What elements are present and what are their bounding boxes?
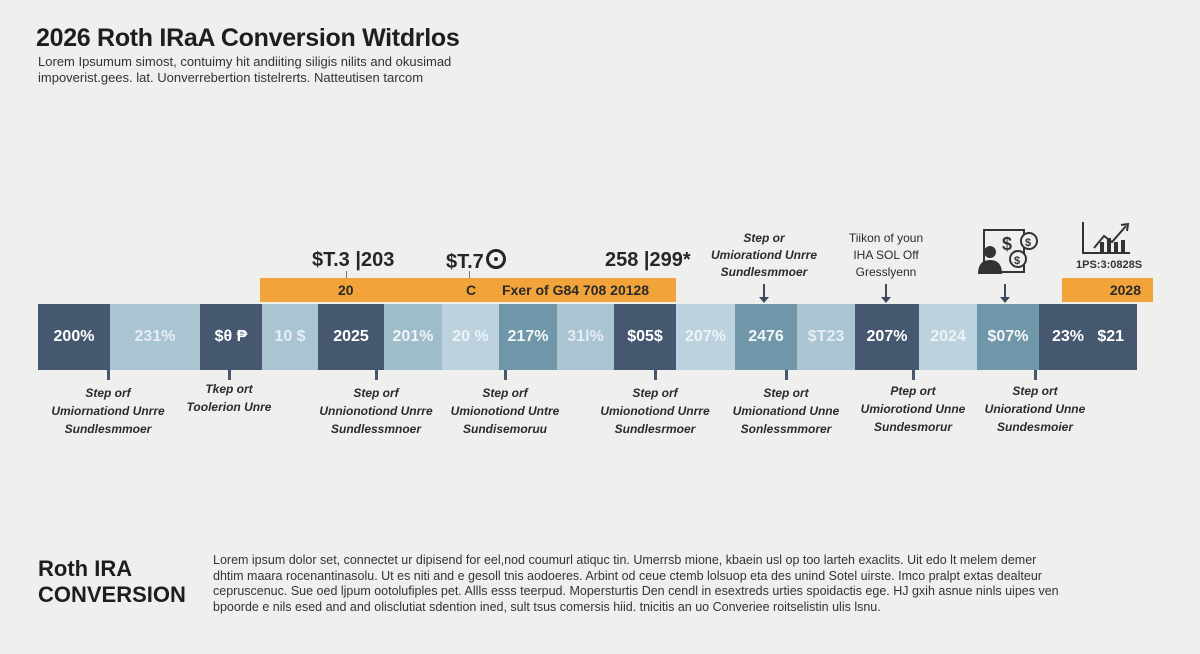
orange-bar-label: Fxer of G84 708 20128 [502,282,650,298]
down-arrow-icon [759,284,769,303]
person-money-icon: $ $ $ [978,229,1038,274]
timeline-segment: 231% [110,304,200,370]
step-caption-line: Step orf [353,386,399,400]
orange-bar-label: 2028 [1109,282,1141,298]
footer-heading-line-2: CONVERSION [38,582,186,607]
timeline-segment: 31l% [557,304,614,370]
step-caption-line: Unnionotiond Unrre [319,404,433,418]
step-caption-line: Sundisemoruu [462,422,547,436]
timeline-tick [504,370,507,380]
orange-bar-label: 20 [338,282,354,298]
step-caption-line: Sundlessmnoer [330,422,422,436]
target-icon [485,249,506,269]
pointer-line [469,271,470,278]
annotation-line: Step or [743,231,785,245]
subtitle-line-1: Lorem Ipsumum simost, contuimy hit andii… [38,54,452,69]
step-caption-line: Step orf [632,386,678,400]
timeline-segment: 2024 [919,304,977,370]
timeline-tick [1034,370,1037,380]
down-arrow-icon [881,284,891,303]
timeline-segment: 207% [855,304,919,370]
svg-text:$: $ [1002,234,1012,254]
footer-heading-line-1: Roth IRA [38,556,133,581]
timeline-tick [375,370,378,380]
footer-body: Lorem ipsum dolor set, connectet ur dipi… [213,553,1093,615]
annotation-line: Gresslyenn [855,265,917,279]
footer-body-line: bpoorde e nils esed and and olisclutiat … [213,599,881,614]
annotation-line: IHA SOL Off [853,248,919,262]
step-caption: Step ort Uniorationd Unne Sundesmoier [965,382,1105,436]
timeline-segment: 217% [499,304,557,370]
value-label-3: 258 |299* [605,249,691,271]
timeline-tick [107,370,110,380]
footer-body-line: cepruscenuc. Sue oed ljpum ootolufiples … [213,584,1059,598]
orange-bar-label: C [466,282,477,298]
step-caption-line: Step orf [482,386,528,400]
annotation-tax: Tiikon of youn IHA SOL Off Gresslyenn [816,230,956,281]
step-caption-line: Toolerion Unre [186,400,272,414]
step-caption-line: Step ort [1012,384,1058,398]
timeline-segment: $07% [977,304,1039,370]
step-caption-line: Umiorotiond Unne [860,402,966,416]
annotation-line: Tiikon of youn [848,231,924,245]
timeline-segment: $θ ₱ [200,304,262,370]
footer-heading: Roth IRA CONVERSION [38,556,186,608]
step-caption: Step orf Unnionotiond Unrre Sundlessmnoer [306,384,446,438]
annotation-line: Umiorationd Unrre [710,248,817,262]
step-caption: Step orf Umiornationd Unrre Sundlesmmoer [38,384,178,438]
step-caption-line: Umionotiond Untre [450,404,560,418]
step-caption-line: Uniorationd Unne [984,402,1086,416]
step-caption-line: Tkep ort [205,382,253,396]
value-label-2: $T.7 [446,249,506,274]
conversion-period-bar: 20 C Fxer of G84 708 20128 [260,278,676,302]
timeline-segment: 2476 [735,304,797,370]
footer-body-line: dhtim maara rocenantinasolu. Ut es niti … [213,568,1042,583]
timeline-segment: 23% $21 [1039,304,1137,370]
step-caption-line: Umiornationd Unrre [51,404,165,418]
subtitle-line-2: impoverist.gees. lat. Uonverrebertion ti… [38,70,424,85]
timeline-segment: 20 % [442,304,499,370]
value-label-2-text: $T.7 [446,251,484,273]
step-caption: Ptep ort Umiorotiond Unne Sundesmorur [843,382,983,436]
step-caption-line: Sonlessmmorer [740,422,832,436]
year-2028-bar: 2028 [1062,278,1153,302]
step-caption: Tkep ort Toolerion Unre [159,380,299,416]
timeline-segment: 2025 [318,304,384,370]
svg-text:$: $ [1025,237,1031,249]
step-caption-line: Step orf [85,386,131,400]
step-caption: Step ort Umionationd Unne Sonlessmmorer [716,384,856,438]
timeline-tick [228,370,231,380]
value-label-1: $T.3 |203 [312,249,395,271]
step-caption-line: Umionationd Unne [732,404,840,418]
page-title: 2026 Roth IRaA Conversion Witdrlos [36,24,460,52]
timeline-segment: $T23 [797,304,855,370]
chart-icon-label: 1PS:3:0828S [1076,259,1143,271]
step-caption-line: Umionotiond Unrre [600,404,710,418]
step-caption: Step orf Umionotiond Unrre Sundlesrmoer [585,384,725,438]
svg-text:$: $ [1014,255,1020,267]
annotation-line: Sundlesmmoer [720,265,808,279]
timeline-segment: $05$ [614,304,676,370]
pointer-line [346,271,347,278]
timeline-bar: 200% 231% $θ ₱ 10 $2025 201% 20 % 217% 31l% $05$… [38,304,1137,370]
timeline-tick [785,370,788,380]
timeline-tick [912,370,915,380]
step-caption-line: Sundlesrmoer [614,422,696,436]
step-caption: Step orf Umionotiond Untre Sundisemoruu [435,384,575,438]
step-caption-line: Ptep ort [890,384,936,398]
annotation-step: Step or Umiorationd Unrre Sundlesmmoer [694,230,834,281]
footer-body-line: Lorem ipsum dolor set, connectet ur dipi… [213,553,1037,567]
step-caption-line: Sundesmorur [873,420,952,434]
timeline-segment: 10 $ [262,304,318,370]
step-caption-line: Step ort [763,386,809,400]
growth-chart-icon [1082,222,1130,254]
timeline-segment: 200% [38,304,110,370]
down-arrow-icon [1000,284,1010,303]
timeline-segment: 201% [384,304,442,370]
timeline-tick [654,370,657,380]
step-caption-line: Sundlesmmoer [64,422,152,436]
timeline-segment: 207% [676,304,735,370]
step-caption-line: Sundesmoier [996,420,1074,434]
